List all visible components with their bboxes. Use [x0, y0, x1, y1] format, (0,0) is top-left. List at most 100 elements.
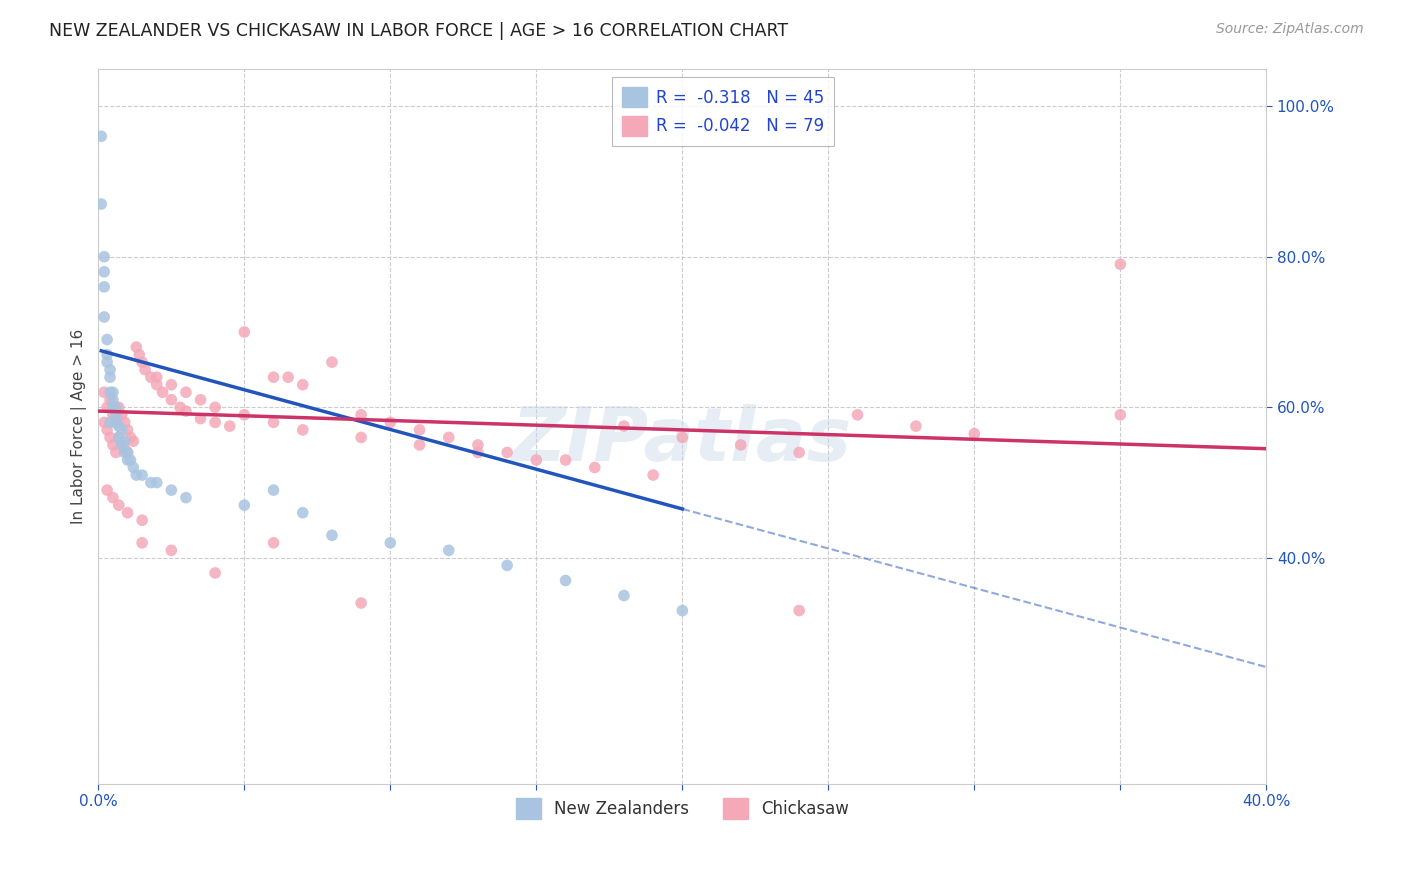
Point: [174, 385, 197, 400]
Point: [96, 355, 118, 369]
Point: [437, 430, 460, 444]
Point: [131, 536, 153, 550]
Point: [291, 506, 314, 520]
Point: [160, 377, 183, 392]
Point: [380, 416, 402, 430]
Point: [96, 333, 118, 347]
Point: [204, 401, 226, 415]
Point: [131, 513, 153, 527]
Point: [114, 445, 136, 459]
Point: [114, 416, 136, 430]
Point: [111, 423, 134, 437]
Point: [613, 419, 636, 434]
Point: [134, 362, 156, 376]
Point: [263, 536, 285, 550]
Point: [139, 370, 162, 384]
Point: [107, 401, 129, 415]
Point: [117, 453, 139, 467]
Point: [643, 468, 665, 483]
Point: [408, 423, 430, 437]
Point: [117, 423, 139, 437]
Point: [107, 430, 129, 444]
Point: [174, 491, 197, 505]
Point: [350, 430, 373, 444]
Point: [204, 416, 226, 430]
Point: [350, 596, 373, 610]
Point: [93, 310, 115, 324]
Point: [380, 536, 402, 550]
Y-axis label: In Labor Force | Age > 16: In Labor Force | Age > 16: [72, 328, 87, 524]
Point: [93, 265, 115, 279]
Point: [107, 498, 129, 512]
Legend: New Zealanders, Chickasaw: New Zealanders, Chickasaw: [509, 792, 855, 825]
Point: [169, 401, 191, 415]
Point: [846, 408, 869, 422]
Point: [104, 445, 127, 459]
Point: [93, 416, 115, 430]
Text: ZIPatlas: ZIPatlas: [512, 404, 852, 477]
Point: [321, 355, 343, 369]
Point: [583, 460, 606, 475]
Text: NEW ZEALANDER VS CHICKASAW IN LABOR FORCE | AGE > 16 CORRELATION CHART: NEW ZEALANDER VS CHICKASAW IN LABOR FORC…: [49, 22, 789, 40]
Point: [101, 392, 124, 407]
Point: [408, 438, 430, 452]
Point: [233, 498, 256, 512]
Point: [114, 434, 136, 449]
Point: [93, 250, 115, 264]
Point: [139, 475, 162, 490]
Point: [218, 419, 240, 434]
Point: [90, 129, 112, 144]
Point: [613, 589, 636, 603]
Point: [101, 408, 124, 422]
Point: [554, 574, 576, 588]
Point: [152, 385, 174, 400]
Point: [122, 460, 145, 475]
Point: [1109, 408, 1132, 422]
Point: [107, 419, 129, 434]
Point: [496, 558, 519, 573]
Point: [120, 430, 142, 444]
Point: [233, 408, 256, 422]
Point: [263, 370, 285, 384]
Point: [467, 438, 489, 452]
Point: [291, 377, 314, 392]
Point: [117, 445, 139, 459]
Point: [96, 348, 118, 362]
Point: [524, 453, 547, 467]
Point: [963, 426, 986, 441]
Point: [160, 392, 183, 407]
Point: [117, 506, 139, 520]
Point: [174, 404, 197, 418]
Point: [104, 401, 127, 415]
Point: [96, 401, 118, 415]
Point: [145, 377, 167, 392]
Point: [467, 445, 489, 459]
Point: [263, 483, 285, 497]
Point: [190, 411, 212, 425]
Point: [98, 370, 121, 384]
Point: [554, 453, 576, 467]
Point: [96, 483, 118, 497]
Point: [131, 355, 153, 369]
Point: [233, 325, 256, 339]
Point: [321, 528, 343, 542]
Point: [671, 430, 693, 444]
Point: [904, 419, 927, 434]
Point: [101, 438, 124, 452]
Point: [122, 434, 145, 449]
Point: [104, 416, 127, 430]
Point: [160, 483, 183, 497]
Point: [263, 416, 285, 430]
Point: [107, 430, 129, 444]
Point: [111, 438, 134, 452]
Point: [437, 543, 460, 558]
Point: [111, 438, 134, 452]
Point: [291, 423, 314, 437]
Point: [104, 416, 127, 430]
Point: [101, 385, 124, 400]
Point: [1109, 257, 1132, 271]
Point: [111, 408, 134, 422]
Point: [277, 370, 299, 384]
Point: [98, 362, 121, 376]
Point: [787, 604, 810, 618]
